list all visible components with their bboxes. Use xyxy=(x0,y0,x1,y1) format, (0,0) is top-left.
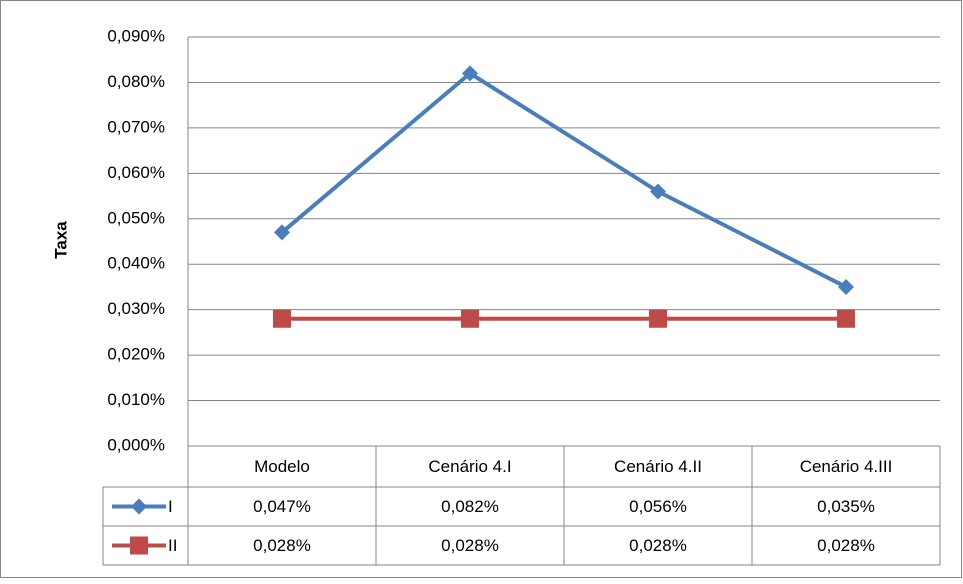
data-table-value: 0,028% xyxy=(253,536,311,555)
data-point xyxy=(461,309,479,328)
y-tick-label: 0,080% xyxy=(107,72,165,91)
data-table-value: 0,056% xyxy=(629,497,687,516)
legend-label: I xyxy=(168,497,173,516)
data-point xyxy=(650,183,666,200)
y-tick-label: 0,030% xyxy=(107,299,165,318)
data-table-value: 0,028% xyxy=(441,536,499,555)
data-table-value: 0,082% xyxy=(441,497,499,516)
series-line xyxy=(280,71,847,289)
y-tick-label: 0,060% xyxy=(107,163,165,182)
y-axis-title: Taxa xyxy=(51,221,70,259)
y-tick-label: 0,050% xyxy=(107,208,165,227)
legend-marker xyxy=(131,498,147,515)
y-tick-label: 0,020% xyxy=(107,345,165,364)
data-table-value: 0,035% xyxy=(817,497,875,516)
data-point xyxy=(274,224,290,241)
x-tick-label: Cenário 4.II xyxy=(614,457,702,476)
y-tick-label: 0,000% xyxy=(107,435,165,454)
x-tick-label: Modelo xyxy=(254,457,310,476)
y-tick-label: 0,010% xyxy=(107,390,165,409)
data-table-value: 0,028% xyxy=(817,536,875,555)
y-tick-label: 0,070% xyxy=(107,117,165,136)
data-point xyxy=(838,278,854,295)
y-tick-label: 0,090% xyxy=(107,26,165,45)
x-tick-label: Cenário 4.I xyxy=(428,457,511,476)
data-table-value: 0,047% xyxy=(253,497,311,516)
x-tick-label: Cenário 4.III xyxy=(800,457,893,476)
data-point xyxy=(273,309,291,328)
y-tick-label: 0,040% xyxy=(107,254,165,273)
data-point xyxy=(649,309,667,328)
data-point xyxy=(837,309,855,328)
data-point xyxy=(462,65,478,82)
legend-label: II xyxy=(168,536,177,555)
data-table-value: 0,028% xyxy=(629,536,687,555)
legend-marker xyxy=(130,536,148,555)
